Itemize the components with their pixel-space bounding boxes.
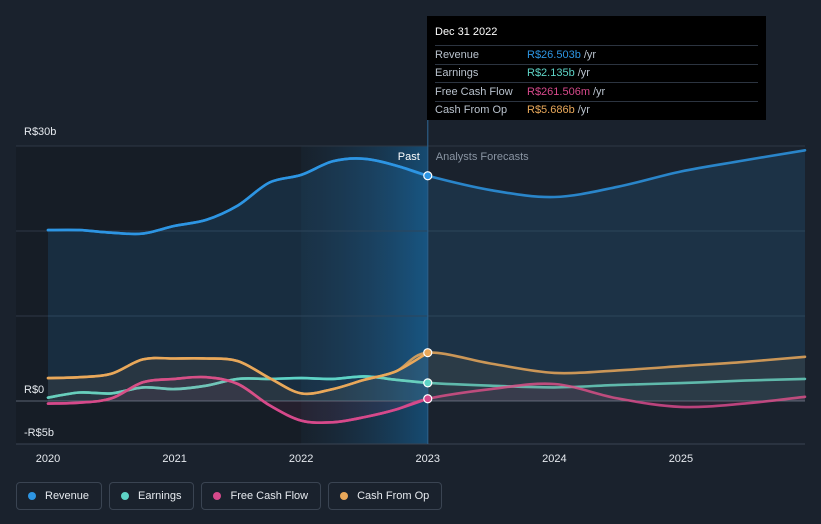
tooltip-row-earnings: Earnings R$2.135b /yr <box>435 63 758 83</box>
tooltip-unit: /yr <box>577 104 590 117</box>
legend-item-free-cash-flow[interactable]: Free Cash Flow <box>201 482 322 510</box>
tooltip-unit: /yr <box>577 67 590 80</box>
x-tick-label: 2023 <box>416 453 440 465</box>
revenue-area <box>48 150 805 401</box>
dot-icon <box>340 492 349 500</box>
tooltip-value: R$2.135b <box>527 67 575 80</box>
tooltip-unit: /yr <box>593 85 606 98</box>
legend-label: Earnings <box>138 490 182 502</box>
revenue-point <box>423 171 433 181</box>
x-tick-label: 2022 <box>289 453 313 465</box>
x-tick-label: 2024 <box>542 453 566 465</box>
earnings-line-past <box>46 375 430 399</box>
tooltip-label: Revenue <box>435 48 480 61</box>
cash-from-op-area <box>48 352 805 401</box>
cash-from-op-point <box>423 348 433 358</box>
x-tick-label: 2021 <box>162 453 186 465</box>
tooltip-label: Earnings <box>435 67 479 80</box>
legend-item-revenue[interactable]: Revenue <box>16 482 103 510</box>
highlight-region <box>301 146 428 444</box>
revenue-line-past <box>46 157 430 236</box>
tooltip-date: Dec 31 2022 <box>435 26 498 38</box>
x-tick-label: 2025 <box>669 453 693 465</box>
free-cash-flow-point <box>423 394 433 404</box>
legend-label: Cash From Op <box>357 490 430 502</box>
y-tick-label: -R$5b <box>24 427 54 439</box>
dot-icon <box>213 492 222 500</box>
dot-icon <box>121 492 130 500</box>
tooltip-unit: /yr <box>583 48 597 61</box>
y-tick-label: R$0 <box>24 384 44 396</box>
cash-from-op-line-past <box>46 351 430 396</box>
dot-icon <box>28 492 36 500</box>
tooltip-row-cash-from-op: Cash From Op R$5.686b /yr <box>435 100 758 120</box>
legend-item-earnings[interactable]: Earnings <box>109 482 195 510</box>
earnings-point <box>423 378 433 388</box>
y-tick-label: R$30b <box>24 126 56 138</box>
legend-label: Free Cash Flow <box>230 490 309 502</box>
tooltip-row-revenue: Revenue R$26.503b /yr <box>435 45 758 64</box>
free-cash-flow-line-past <box>46 375 430 425</box>
forecast-label: Analysts Forecasts <box>436 151 529 163</box>
tooltip-value: R$26.503b <box>527 48 581 61</box>
legend-label: Revenue <box>45 490 90 502</box>
x-tick-label: 2020 <box>36 453 60 465</box>
past-label: Past <box>398 151 420 163</box>
tooltip-label: Free Cash Flow <box>435 85 513 98</box>
tooltip-row-free-cash-flow: Free Cash Flow R$261.506m /yr <box>435 82 758 101</box>
legend-item-cash-from-op[interactable]: Cash From Op <box>328 482 443 510</box>
tooltip-value: R$261.506m <box>527 85 590 98</box>
tooltip-label: Cash From Op <box>435 104 508 117</box>
tooltip: Dec 31 2022 Revenue R$26.503b /yr Earnin… <box>427 16 766 120</box>
tooltip-value: R$5.686b <box>527 104 575 117</box>
legend: Revenue Earnings Free Cash Flow Cash Fro… <box>16 482 443 510</box>
